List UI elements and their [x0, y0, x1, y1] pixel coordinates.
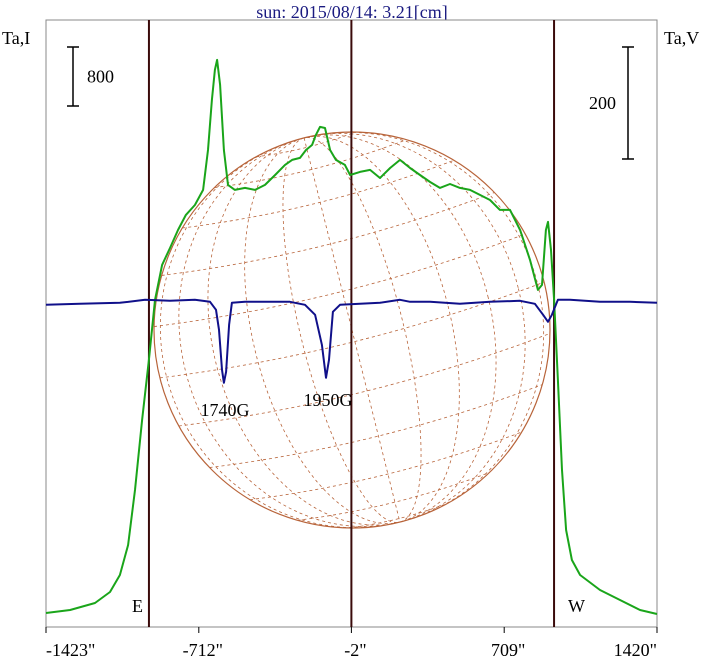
- y2-axis-label: Ta,V: [664, 28, 699, 48]
- scale-bar-label: 800: [87, 67, 114, 87]
- parallel: [249, 431, 522, 501]
- scale-bar: [67, 46, 79, 107]
- scale-bar-label: 200: [589, 93, 616, 113]
- data-line: [45, 58, 658, 615]
- meridian: [159, 132, 545, 528]
- parallel: [154, 233, 526, 327]
- parallel: [159, 281, 545, 379]
- meridian: [282, 137, 422, 523]
- parallel: [255, 132, 356, 158]
- limb-label: W: [568, 596, 585, 616]
- parallel: [297, 472, 490, 521]
- parallel: [348, 502, 449, 528]
- annotation: 1950G: [304, 390, 353, 410]
- x-tick-label: 1420": [614, 640, 657, 660]
- chart-title: sun: 2015/08/14: 3.21[cm]: [256, 2, 448, 22]
- parallel: [178, 333, 550, 427]
- x-tick-label: -712": [183, 640, 223, 660]
- limb-label: E: [132, 596, 143, 616]
- annotation: 1740G: [201, 400, 250, 420]
- scale-bar: [622, 46, 634, 160]
- meridian: [207, 134, 497, 526]
- parallel: [214, 139, 407, 188]
- data-line: [45, 298, 658, 384]
- x-tick-label: 709": [491, 640, 525, 660]
- x-tick-label: -1423": [46, 640, 95, 660]
- y-axis-label: Ta,I: [2, 28, 30, 48]
- x-tick-label: -2": [344, 640, 366, 660]
- meridian: [244, 135, 460, 525]
- parallel: [182, 159, 455, 229]
